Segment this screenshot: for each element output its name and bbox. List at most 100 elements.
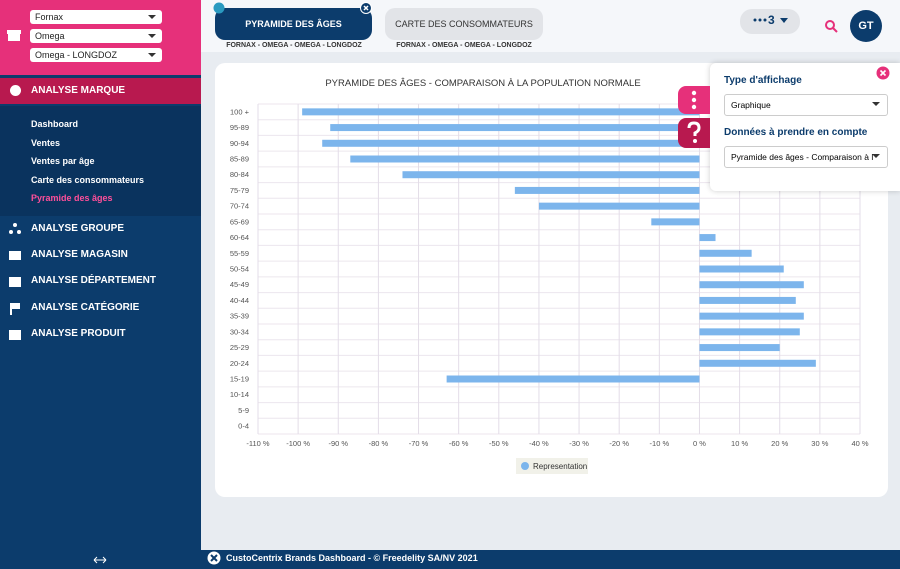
x-tick-label: 40 % — [851, 439, 868, 448]
avatar[interactable]: GT — [850, 10, 882, 42]
y-tick-label: 15-19 — [230, 375, 249, 384]
tab-subtitle: FORNAX - OMEGA - OMEGA - LONGDOZ — [396, 42, 532, 49]
y-tick-label: 85-89 — [230, 155, 249, 164]
bar — [514, 186, 700, 194]
bar — [699, 281, 804, 289]
y-tick-label: 0-4 — [238, 422, 249, 431]
submenu-item[interactable]: Ventes — [31, 138, 61, 148]
search-icon[interactable] — [824, 19, 838, 33]
y-tick-label: 30-34 — [230, 327, 249, 336]
y-tick-label: 55-59 — [230, 249, 249, 258]
tab-active[interactable]: PYRAMIDE DES ÂGES — [215, 8, 372, 40]
logo — [207, 551, 221, 565]
x-tick-label: -50 % — [489, 439, 509, 448]
y-tick-label: 95-89 — [230, 123, 249, 132]
submenu-item[interactable]: Carte des consommateurs — [31, 175, 145, 185]
select[interactable]: Graphique — [724, 94, 888, 116]
y-tick-label: 70-74 — [230, 202, 249, 211]
x-tick-label: -80 % — [369, 439, 389, 448]
menu-item[interactable]: ANALYSE CATÉGORIE — [31, 302, 140, 313]
bar — [302, 108, 700, 116]
close-tab[interactable] — [360, 2, 372, 14]
bar — [699, 344, 780, 352]
chart: PYRAMIDE DES ÂGES - COMPARAISON À LA POP… — [230, 78, 869, 474]
bar — [699, 249, 752, 257]
y-tick-label: 65-69 — [230, 217, 249, 226]
bar — [699, 359, 816, 367]
y-tick-label: 40-44 — [230, 296, 249, 305]
field-label: Type d'affichage — [724, 75, 802, 86]
more-button[interactable] — [740, 9, 800, 34]
x-tick-label: 20 % — [771, 439, 788, 448]
select[interactable]: Pyramide des âges - Comparaison à l — [724, 146, 888, 168]
store-icon — [7, 30, 21, 41]
x-tick-label: 10 % — [731, 439, 748, 448]
help-icon — [687, 121, 701, 143]
bar — [446, 375, 700, 383]
legend-swatch — [521, 462, 529, 470]
legend-box — [516, 458, 588, 474]
x-tick-label: 0 % — [693, 439, 706, 448]
caret — [780, 18, 788, 23]
bar — [699, 265, 784, 273]
select[interactable]: Omega - LONGDOZ — [30, 48, 162, 62]
count: 3 — [768, 13, 775, 27]
y-tick-label: 20-24 — [230, 359, 249, 368]
carets — [872, 102, 880, 158]
x-tick-label: -10 % — [650, 439, 670, 448]
submenu-item[interactable]: Pyramide des âges — [31, 193, 113, 203]
x-tick-label: -60 % — [449, 439, 469, 448]
dots-icon — [753, 18, 767, 22]
menu-item[interactable]: ANALYSE DÉPARTEMENT — [31, 275, 157, 286]
bar — [330, 124, 700, 132]
y-tick-label: 10-14 — [230, 390, 249, 399]
menu-item[interactable]: ANALYSE MAGASIN — [31, 249, 128, 260]
menu-item[interactable]: ANALYSE GROUPE — [31, 223, 124, 234]
y-tick-label: 50-54 — [230, 265, 249, 274]
y-tick-label: 90-94 — [230, 139, 249, 148]
tab[interactable]: CARTE DES CONSOMMATEURS — [385, 8, 543, 40]
bar — [350, 155, 700, 163]
select[interactable]: Fornax — [30, 10, 162, 24]
menu-item[interactable]: ANALYSE PRODUIT — [31, 328, 126, 339]
menu-active[interactable]: ANALYSE MARQUE — [0, 78, 201, 104]
y-tick-label: 80-84 — [230, 170, 249, 179]
chart-title: PYRAMIDE DES ÂGES - COMPARAISON À LA POP… — [325, 78, 640, 89]
settings-panel — [710, 63, 900, 191]
refresh-icon[interactable] — [213, 2, 225, 14]
y-tick-label: 5-9 — [238, 406, 249, 415]
x-tick-label: -40 % — [529, 439, 549, 448]
x-tick-label: -110 % — [246, 439, 270, 448]
tab-subtitle: FORNAX - OMEGA - OMEGA - LONGDOZ — [226, 42, 362, 49]
x-tick-label: -90 % — [328, 439, 348, 448]
x-tick-label: -30 % — [569, 439, 589, 448]
submenu-bg — [0, 106, 201, 216]
bar — [699, 328, 800, 336]
bar — [699, 234, 716, 242]
close-panel[interactable] — [876, 66, 890, 80]
menu-icons — [9, 223, 21, 340]
kebab-icon — [691, 90, 697, 110]
bar — [402, 171, 700, 179]
x-tick-label: -100 % — [286, 439, 310, 448]
resize-icon[interactable] — [93, 555, 107, 565]
bar — [322, 139, 700, 147]
footer — [0, 550, 900, 569]
y-tick-label: 75-79 — [230, 186, 249, 195]
select[interactable]: Omega — [30, 29, 162, 43]
footer-text: CustoCentrix Brands Dashboard - © Freede… — [226, 553, 478, 563]
bar — [538, 202, 700, 210]
y-tick-label: 45-49 — [230, 280, 249, 289]
submenu-item[interactable]: Dashboard — [31, 119, 79, 129]
y-tick-label: 60-64 — [230, 233, 249, 242]
submenu-item[interactable]: Ventes par âge — [31, 156, 95, 166]
bar — [699, 312, 804, 320]
bar — [699, 296, 796, 304]
menu-icon — [10, 85, 21, 96]
bar — [651, 218, 700, 226]
legend-label: Representation — [533, 462, 587, 471]
y-tick-label: 100 + — [230, 107, 250, 116]
y-tick-label: 35-39 — [230, 312, 249, 321]
x-tick-label: 30 % — [811, 439, 828, 448]
